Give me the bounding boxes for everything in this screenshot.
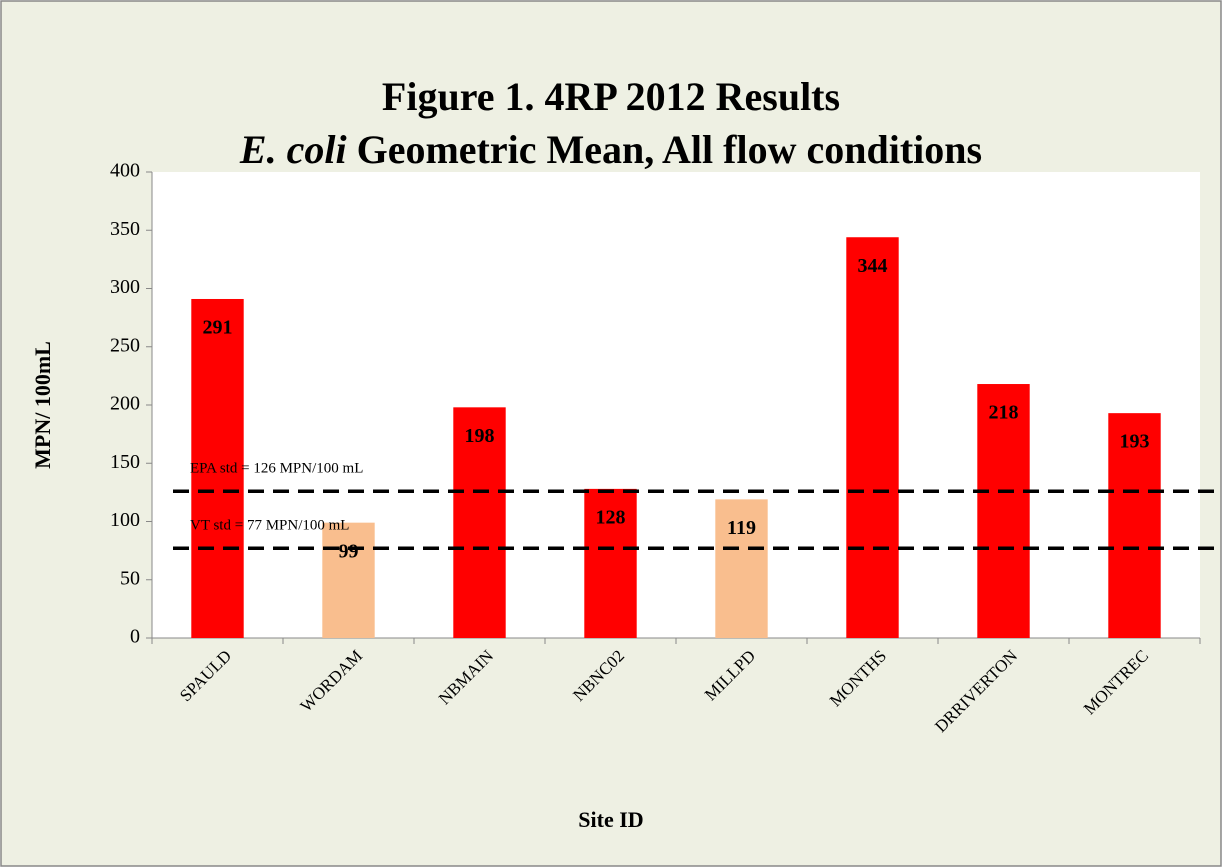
bar (322, 522, 375, 638)
y-tick-label: 100 (110, 509, 140, 531)
y-tick-label: 350 (110, 218, 140, 240)
reference-label: VT std = 77 MPN/100 mL (190, 518, 349, 534)
y-tick-label: 300 (110, 276, 140, 298)
y-axis-label: MPN/ 100mL (30, 341, 55, 469)
y-tick-label: 50 (120, 567, 140, 589)
y-tick-label: 150 (110, 451, 140, 473)
bar (453, 407, 506, 638)
value-label: 218 (989, 402, 1019, 424)
value-label: 128 (596, 506, 626, 528)
reference-label: EPA std = 126 MPN/100 mL (190, 461, 363, 477)
plot-area (152, 172, 1200, 638)
bar (977, 384, 1030, 638)
x-axis-label: Site ID (578, 807, 643, 832)
subtitle-part: E. coli (239, 127, 347, 172)
bar (191, 298, 244, 638)
bar (1108, 413, 1161, 638)
value-label: 119 (727, 517, 756, 539)
value-label: 99 (339, 540, 359, 562)
value-label: 198 (465, 425, 495, 447)
bar (584, 488, 637, 638)
bar (715, 499, 768, 638)
bar (846, 237, 899, 639)
y-tick-label: 250 (110, 334, 140, 356)
chart-title: Figure 1. 4RP 2012 Results (382, 74, 840, 119)
subtitle-part: Geometric Mean, All flow conditions (357, 127, 982, 172)
value-label: 344 (858, 255, 888, 277)
chart-subtitle: E. coli Geometric Mean, All flow conditio… (239, 127, 982, 172)
value-label: 193 (1120, 431, 1150, 453)
value-label: 291 (203, 317, 233, 339)
y-tick-label: 0 (130, 626, 140, 648)
y-tick-label: 400 (110, 160, 140, 182)
y-tick-label: 200 (110, 393, 140, 415)
